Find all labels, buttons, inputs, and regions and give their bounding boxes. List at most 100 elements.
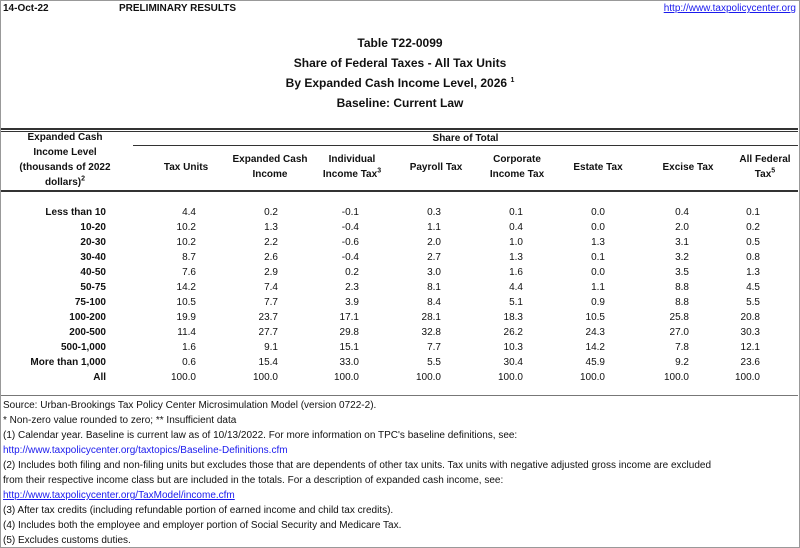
table-row: 500-1,000 1.6 9.1 15.1 7.7 10.3 14.2 7.8 12.1: [0, 340, 800, 355]
table-row: 100-200 19.9 23.7 17.1 28.1 18.3 10.5 25.8 20.8: [0, 310, 800, 325]
header-rule-bottom: [1, 190, 798, 192]
table-cell: 100.0: [497, 372, 523, 383]
row-header-line: dollars)2: [0, 175, 130, 190]
footnote-line: (3) After tax credits (including refunda…: [3, 505, 394, 516]
table-cell: 23.7: [258, 312, 278, 323]
column-header-line: Income Tax: [472, 167, 562, 182]
table-cell: 5.5: [427, 357, 441, 368]
table-cell: 100.0: [663, 372, 689, 383]
table-cell: 18.3: [503, 312, 523, 323]
table-title: Share of Federal Taxes - All Tax Units: [293, 56, 507, 70]
table-id: Table T22-0099: [357, 36, 443, 50]
column-header-line: Corporate: [493, 154, 541, 165]
column-header-line: All Federal: [739, 154, 791, 165]
row-header-line: Expanded Cash: [27, 132, 103, 143]
table-cell: 100.0: [252, 372, 278, 383]
table-row: 10-20 10.2 1.3 -0.4 1.1 0.4 0.0 2.0 0.2: [0, 220, 800, 235]
table-cell: 2.7: [427, 252, 441, 263]
table-row: 40-50 7.6 2.9 0.2 3.0 1.6 0.0 3.5 1.3: [0, 265, 800, 280]
table-cell: 10.5: [585, 312, 605, 323]
table-cell: 100.0: [333, 372, 359, 383]
notes-rule: [1, 395, 798, 396]
column-header: Expanded Cash Income: [225, 152, 315, 182]
table-cell: 27.0: [669, 327, 689, 338]
column-header: Individual Income Tax3: [307, 152, 397, 182]
row-label: 100-200: [69, 312, 106, 323]
table-cell: 100.0: [415, 372, 441, 383]
table-row: Less than 10 4.4 0.2 -0.1 0.3 0.1 0.0 0.4 0.1: [0, 205, 800, 220]
row-label: 75-100: [74, 297, 106, 308]
row-label: More than 1,000: [30, 357, 106, 368]
table-cell: 0.0: [591, 207, 605, 218]
column-header: Payroll Tax: [391, 160, 481, 175]
table-cell: -0.1: [341, 207, 359, 218]
table-cell: 3.0: [427, 267, 441, 278]
table-cell: 29.8: [339, 327, 359, 338]
table-row: 50-75 14.2 7.4 2.3 8.1 4.4 1.1 8.8 4.5: [0, 280, 800, 295]
footnote-line: (1) Calendar year. Baseline is current l…: [3, 430, 518, 441]
footnote-ref: 5: [771, 167, 776, 175]
tpc-link[interactable]: http://www.taxpolicycenter.org: [663, 3, 796, 14]
row-label: 20-30: [80, 237, 106, 248]
column-header-text: Income: [252, 169, 288, 180]
table-cell: 2.0: [675, 222, 689, 233]
table-cell: 30.3: [740, 327, 760, 338]
table-cell: 3.9: [345, 297, 359, 308]
table-row: 75-100 10.5 7.7 3.9 8.4 5.1 0.9 8.8 5.5: [0, 295, 800, 310]
row-label: Less than 10: [45, 207, 106, 218]
table-cell: 27.7: [258, 327, 278, 338]
table-cell: 23.6: [740, 357, 760, 368]
row-label: 500-1,000: [60, 342, 106, 353]
column-header-line: Individual: [328, 154, 376, 165]
table-cell: 8.1: [427, 282, 441, 293]
table-cell: 100.0: [579, 372, 605, 383]
footnote-line: (4) Includes both the employee and emplo…: [3, 520, 402, 531]
column-header: Excise Tax: [643, 160, 733, 175]
table-cell: 26.2: [503, 327, 523, 338]
table-cell: 33.0: [339, 357, 359, 368]
table-cell: 2.9: [264, 267, 278, 278]
table-cell: 0.2: [345, 267, 359, 278]
table-cell: 3.2: [675, 252, 689, 263]
table-cell: 4.4: [182, 207, 196, 218]
column-header: Corporate Income Tax: [472, 152, 562, 182]
column-header-line: Tax Units: [163, 162, 209, 173]
table-cell: 10.5: [176, 297, 196, 308]
row-label: 200-500: [69, 327, 106, 338]
table-cell: 30.4: [503, 357, 523, 368]
group-rule: [133, 145, 798, 146]
table-cell: 15.4: [258, 357, 278, 368]
table-row: 200-500 11.4 27.7 29.8 32.8 26.2 24.3 27.0 30.3: [0, 325, 800, 340]
footnote-link[interactable]: http://www.taxpolicycenter.org/taxtopics…: [3, 445, 288, 456]
table-cell: 0.0: [591, 222, 605, 233]
status-label: PRELIMINARY RESULTS: [119, 3, 237, 14]
column-header-line: Payroll Tax: [409, 162, 463, 173]
header-rule-top2: [1, 131, 798, 132]
table-cell: 1.1: [427, 222, 441, 233]
column-header-line: Expanded Cash: [232, 154, 308, 165]
table-cell: 0.1: [591, 252, 605, 263]
table-cell: 3.5: [675, 267, 689, 278]
table-cell: 10.2: [176, 222, 196, 233]
table-cell: 24.3: [585, 327, 605, 338]
table-cell: 0.8: [746, 252, 760, 263]
footnote-ref: 2: [81, 175, 86, 183]
table-cell: -0.4: [341, 222, 359, 233]
table-cell: 5.5: [746, 297, 760, 308]
footnote-line: (5) Excludes customs duties.: [3, 535, 131, 546]
table-cell: 1.6: [509, 267, 523, 278]
row-header-text: dollars): [44, 177, 82, 188]
table-cell: 1.3: [591, 237, 605, 248]
table-row: All 100.0 100.0 100.0 100.0 100.0 100.0 100.0 10…: [0, 370, 800, 385]
column-header: Estate Tax: [553, 160, 643, 175]
table-cell: 1.3: [746, 267, 760, 278]
footnote-line: * Non-zero value rounded to zero; ** Ins…: [3, 415, 237, 426]
footnote-link[interactable]: http://www.taxpolicycenter.org/TaxModel/…: [3, 490, 235, 501]
table-cell: 8.7: [182, 252, 196, 263]
table-row: 30-40 8.7 2.6 -0.4 2.7 1.3 0.1 3.2 0.8: [0, 250, 800, 265]
row-label: 30-40: [80, 252, 106, 263]
footnote-line: from their respective income class but a…: [3, 475, 504, 486]
footnote-line: Source: Urban-Brookings Tax Policy Cente…: [3, 400, 377, 411]
table-cell: 8.8: [675, 297, 689, 308]
table-cell: 14.2: [176, 282, 196, 293]
